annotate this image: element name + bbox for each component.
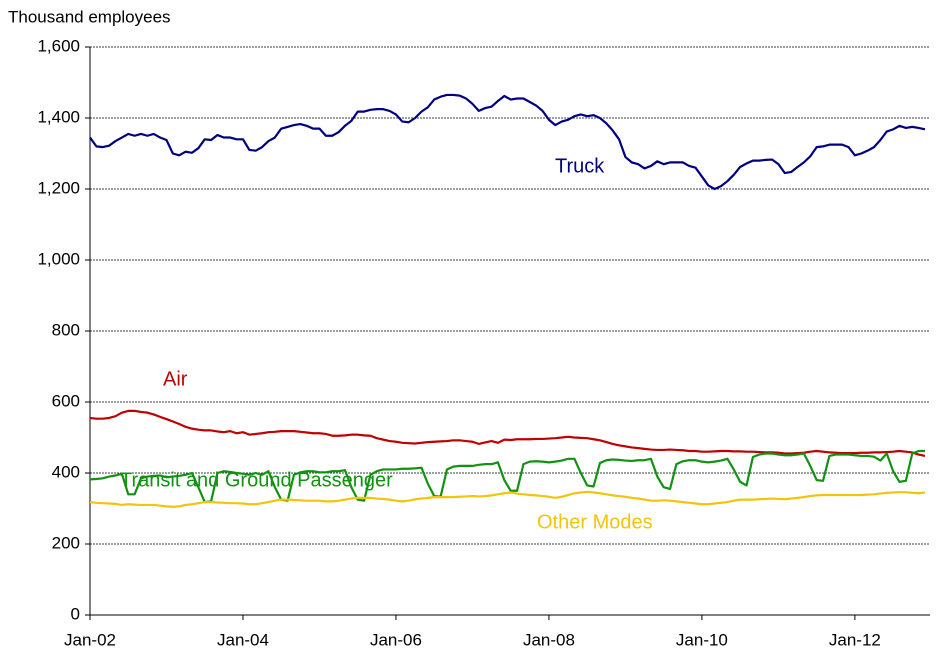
series-line	[89, 409, 926, 458]
y-tick-label: 1,600	[37, 36, 80, 55]
x-tick-label: Jan-02	[64, 630, 116, 649]
x-tick-label: Jan-08	[523, 630, 575, 649]
x-tick-label: Jan-10	[676, 630, 728, 649]
y-tick-label: 1,200	[37, 178, 80, 197]
series-line	[89, 93, 926, 191]
x-tick-label: Jan-12	[829, 630, 881, 649]
series-line	[89, 449, 925, 504]
x-tick-label: Jan-06	[370, 630, 422, 649]
series-label: Air	[163, 368, 188, 390]
series-line	[89, 490, 926, 508]
y-tick-label: 800	[52, 320, 80, 339]
y-tick-label: 1,400	[37, 107, 80, 126]
series-label: Transit and Ground Passenger	[120, 469, 393, 491]
y-tick-label: 1,000	[37, 249, 80, 268]
y-tick-label: 400	[52, 462, 80, 481]
y-tick-label: 200	[52, 533, 80, 552]
series-label: Other Modes	[537, 511, 653, 533]
x-tick-label: Jan-04	[217, 630, 269, 649]
y-tick-label: 600	[52, 391, 80, 410]
y-tick-label: 0	[71, 604, 80, 623]
y-axis-label: Thousand employees	[8, 7, 171, 26]
series-label: Truck	[555, 155, 605, 177]
